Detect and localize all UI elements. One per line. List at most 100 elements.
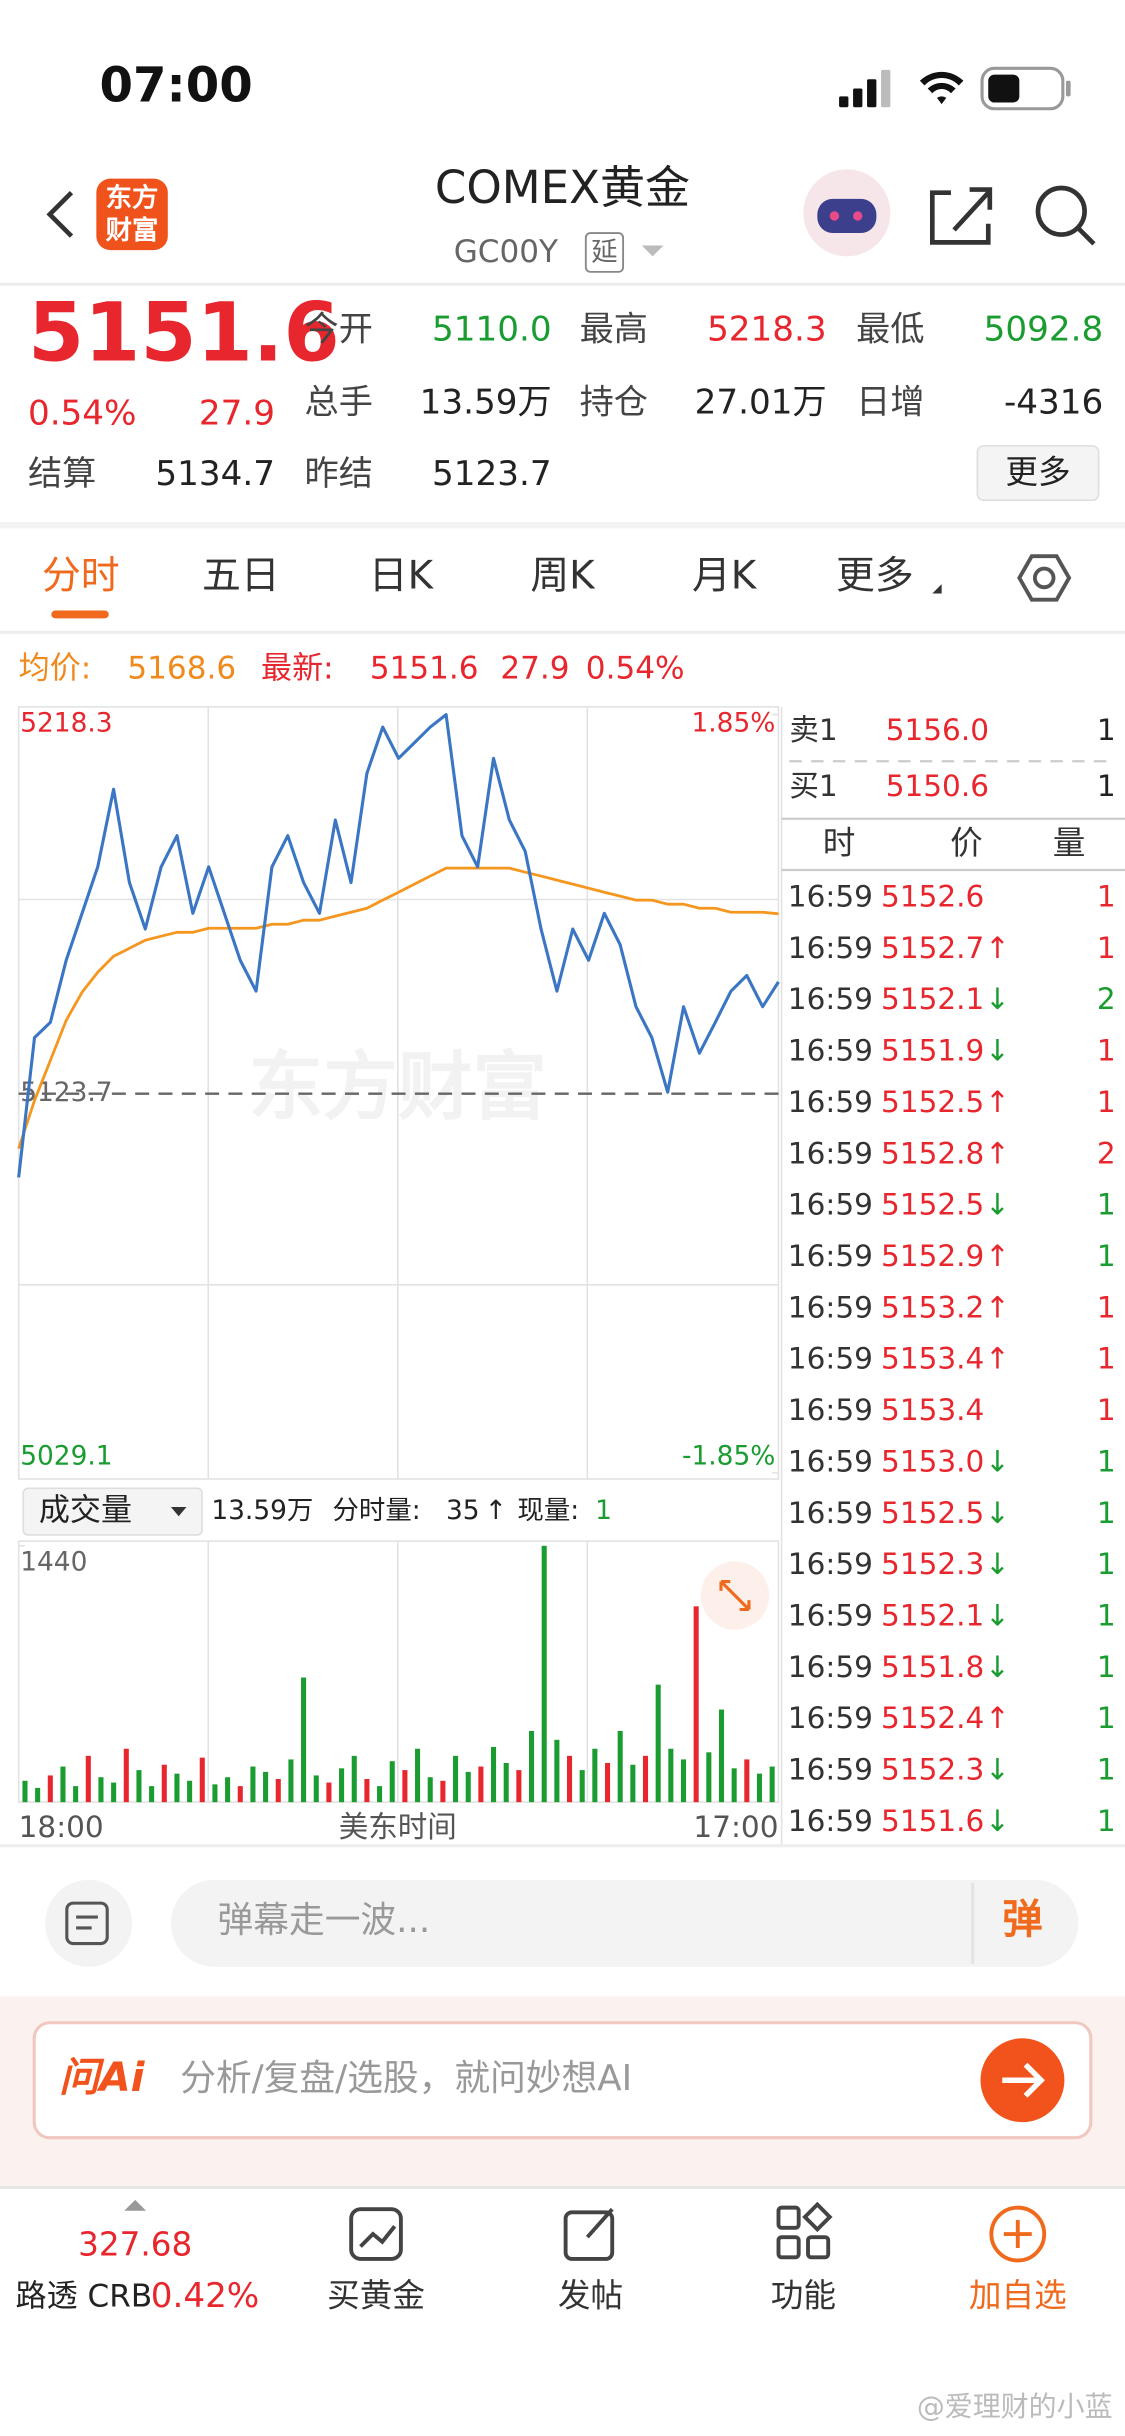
trade-arrow: ↓ bbox=[985, 1804, 1010, 1838]
tab[interactable]: 月K bbox=[692, 553, 758, 598]
search-icon[interactable] bbox=[1035, 185, 1096, 246]
trade-time: 16:59 bbox=[788, 982, 873, 1016]
nav-label[interactable]: 买黄金 bbox=[327, 2277, 425, 2315]
trade-price: 5153.0 bbox=[881, 1444, 984, 1478]
volume-bar bbox=[60, 1766, 66, 1803]
y2-tick-label: -1.85% bbox=[682, 1441, 775, 1472]
volume-bar bbox=[769, 1766, 775, 1803]
volume-bar bbox=[478, 1766, 484, 1803]
index-arrow bbox=[124, 2199, 147, 2211]
ai-input[interactable] bbox=[32, 2021, 1093, 2140]
volume-bar bbox=[187, 1780, 193, 1803]
comment-placeholder: 弹幕走一波... bbox=[218, 1900, 431, 1941]
tab[interactable]: 周K bbox=[530, 553, 596, 598]
field-value: -4316 bbox=[1004, 382, 1103, 422]
logo-text: 东方 bbox=[106, 182, 159, 213]
volume-bar bbox=[377, 1786, 383, 1803]
trade-qty: 1 bbox=[1097, 879, 1116, 913]
nav-label[interactable]: 功能 bbox=[771, 2277, 836, 2315]
field-label: 昨结 bbox=[305, 454, 373, 494]
trade-time: 16:59 bbox=[788, 1804, 873, 1838]
more-button[interactable] bbox=[976, 445, 1100, 502]
volume-info: 35 bbox=[446, 1495, 480, 1526]
status-icons bbox=[839, 66, 1071, 111]
trade-price: 5153.2 bbox=[881, 1290, 984, 1324]
ai-submit[interactable] bbox=[980, 2038, 1065, 2123]
field-value: 5123.7 bbox=[432, 454, 552, 494]
volume-selector[interactable] bbox=[22, 1487, 203, 1536]
trade-time: 16:59 bbox=[788, 1342, 873, 1376]
volume-bar bbox=[149, 1786, 155, 1803]
book-column: 价 bbox=[950, 824, 983, 862]
book-price: 5156.0 bbox=[886, 713, 989, 747]
y-tick-label: 1440 bbox=[20, 1546, 87, 1577]
field-label: 最高 bbox=[580, 309, 648, 349]
dropdown-icon[interactable] bbox=[641, 245, 664, 257]
trade-arrow: ↑ bbox=[985, 1342, 1010, 1376]
volume-bar bbox=[22, 1780, 28, 1803]
logo-text: 财富 bbox=[106, 215, 159, 246]
summary-text: 最新: bbox=[261, 651, 334, 687]
trade-arrow: ↑ bbox=[985, 1701, 1010, 1735]
ai-placeholder: 分析/复盘/选股，就问妙想AI bbox=[180, 2058, 632, 2099]
nav-label[interactable]: 加自选 bbox=[969, 2277, 1067, 2315]
expand-icon[interactable] bbox=[700, 1561, 770, 1630]
trade-qty: 1 bbox=[1097, 1701, 1116, 1735]
back-icon[interactable] bbox=[46, 190, 74, 238]
book-label: 买1 bbox=[789, 769, 837, 803]
volume-bar bbox=[73, 1786, 79, 1803]
settings-icon[interactable] bbox=[1017, 554, 1072, 602]
book-column: 时 bbox=[823, 824, 856, 862]
y-tick-label: 5218.3 bbox=[20, 707, 112, 738]
trade-price: 5153.4 bbox=[881, 1393, 984, 1427]
avatar[interactable] bbox=[803, 169, 891, 257]
summary-text: 5168.6 bbox=[127, 651, 236, 687]
volume-info: 分时量: bbox=[333, 1495, 421, 1526]
tab[interactable]: 更多 bbox=[836, 553, 914, 598]
volume-bar bbox=[123, 1748, 129, 1803]
trade-qty: 1 bbox=[1097, 1496, 1116, 1530]
trade-price: 5152.5 bbox=[881, 1188, 984, 1222]
trade-price: 5152.6 bbox=[881, 879, 984, 913]
volume-bar bbox=[491, 1746, 497, 1803]
volume-info: 1 bbox=[595, 1495, 612, 1526]
trade-price: 5151.9 bbox=[881, 1034, 984, 1068]
trade-price: 5152.1 bbox=[881, 982, 984, 1016]
logo bbox=[96, 178, 168, 251]
divider bbox=[0, 522, 1125, 529]
volume-bar bbox=[47, 1775, 53, 1803]
trade-arrow: ↓ bbox=[985, 1444, 1010, 1478]
volume-bar bbox=[35, 1787, 41, 1803]
index-pct: 0.42% bbox=[151, 2276, 260, 2316]
x-tick-label: 17:00 bbox=[693, 1810, 778, 1844]
price-line bbox=[17, 713, 780, 1178]
share-icon[interactable] bbox=[929, 187, 993, 245]
volume-bar bbox=[288, 1759, 294, 1803]
nav-label[interactable]: 发帖 bbox=[558, 2277, 623, 2315]
page-title: COMEX黄金 bbox=[435, 161, 690, 214]
trade-arrow: ↑ bbox=[985, 1085, 1010, 1119]
x-tick-label: 18:00 bbox=[19, 1810, 104, 1844]
tab[interactable]: 日K bbox=[369, 553, 435, 598]
trade-qty: 1 bbox=[1097, 1444, 1116, 1478]
summary-text: 5151.6 bbox=[370, 651, 479, 687]
trade-arrow: ↓ bbox=[985, 1034, 1010, 1068]
volume-bar bbox=[529, 1730, 535, 1803]
trade-qty: 1 bbox=[1097, 1547, 1116, 1581]
index-value: 327.68 bbox=[78, 2225, 192, 2263]
tab-underline bbox=[51, 610, 109, 619]
comment-icon[interactable] bbox=[45, 1879, 133, 1967]
volume-bar bbox=[680, 1759, 687, 1803]
tab[interactable]: 五日 bbox=[202, 553, 280, 598]
summary-text: 均价: bbox=[19, 651, 92, 687]
comment-input[interactable] bbox=[170, 1879, 1079, 1967]
volume-bar bbox=[111, 1782, 117, 1803]
book-qty: 1 bbox=[1097, 713, 1116, 747]
volume-bar bbox=[604, 1762, 611, 1803]
trade-arrow: ↑ bbox=[985, 931, 1010, 965]
field-label: 最低 bbox=[856, 309, 924, 349]
tab[interactable]: 分时 bbox=[42, 553, 120, 598]
volume-info: 现量: bbox=[517, 1495, 579, 1526]
book-qty: 1 bbox=[1097, 769, 1116, 803]
book-label: 卖1 bbox=[789, 713, 837, 747]
